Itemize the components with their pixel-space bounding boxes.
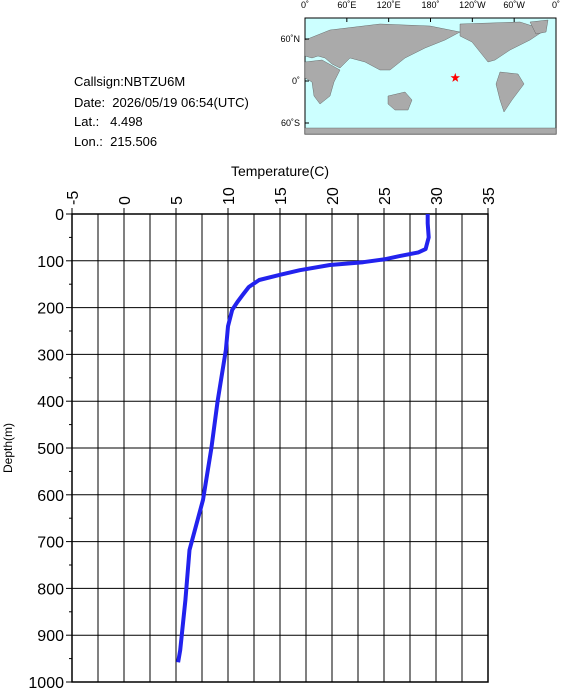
map-lat-label: 60˚S: [281, 118, 300, 128]
map-lon-label: 0˚: [552, 0, 560, 10]
greenland: [529, 19, 549, 35]
y-tick-label: 0: [55, 207, 64, 224]
map-lon-label: 0˚: [301, 0, 309, 10]
map-lon-label: 120˚W: [459, 0, 486, 10]
latitude: Lat.: 4.498: [74, 114, 143, 129]
x-tick-label: 5: [169, 196, 186, 205]
longitude: Lon.: 215.506: [74, 134, 157, 149]
africa: [304, 59, 341, 105]
x-tick-label: 15: [273, 187, 290, 205]
map-lat-label: 0˚: [292, 76, 300, 86]
plot-frame: [71, 213, 489, 683]
south-america: [495, 71, 525, 113]
map-lon-label: 180˚: [421, 0, 439, 10]
x-tick-label: 30: [429, 187, 446, 205]
y-tick-label: 700: [37, 535, 64, 552]
y-tick-label: 1000: [28, 675, 64, 690]
eurasia: [304, 23, 461, 71]
y-tick-label: 400: [37, 394, 64, 411]
australia: [387, 91, 413, 111]
y-axis-title: Depth(m): [1, 423, 15, 473]
profile-line: [176, 214, 431, 663]
world-map: [304, 17, 557, 135]
station-marker: [450, 72, 460, 82]
map-lon-label: 60˚E: [337, 0, 356, 10]
callsign: Callsign:NBTZU6M: [74, 74, 185, 89]
y-tick-label: 800: [37, 581, 64, 598]
x-tick-label: 10: [221, 187, 238, 205]
x-tick-label: 20: [325, 187, 342, 205]
y-tick-label: 600: [37, 488, 64, 505]
date: Date: 2026/05/19 06:54(UTC): [74, 95, 249, 110]
map-lon-label: 60˚W: [503, 0, 525, 10]
map-lat-label: 60˚N: [280, 34, 300, 44]
x-axis-title: Temperature(C): [231, 163, 329, 179]
x-tick-label: 0: [117, 196, 134, 205]
x-tick-label: -5: [65, 191, 82, 205]
y-tick-label: 100: [37, 254, 64, 271]
antarctica: [304, 127, 557, 135]
x-tick-label: 25: [377, 187, 394, 205]
x-tick-label: 35: [481, 187, 498, 205]
map-lon-label: 120˚E: [377, 0, 401, 10]
y-tick-label: 200: [37, 301, 64, 318]
y-tick-label: 300: [37, 347, 64, 364]
y-tick-label: 900: [37, 628, 64, 645]
y-tick-label: 500: [37, 441, 64, 458]
